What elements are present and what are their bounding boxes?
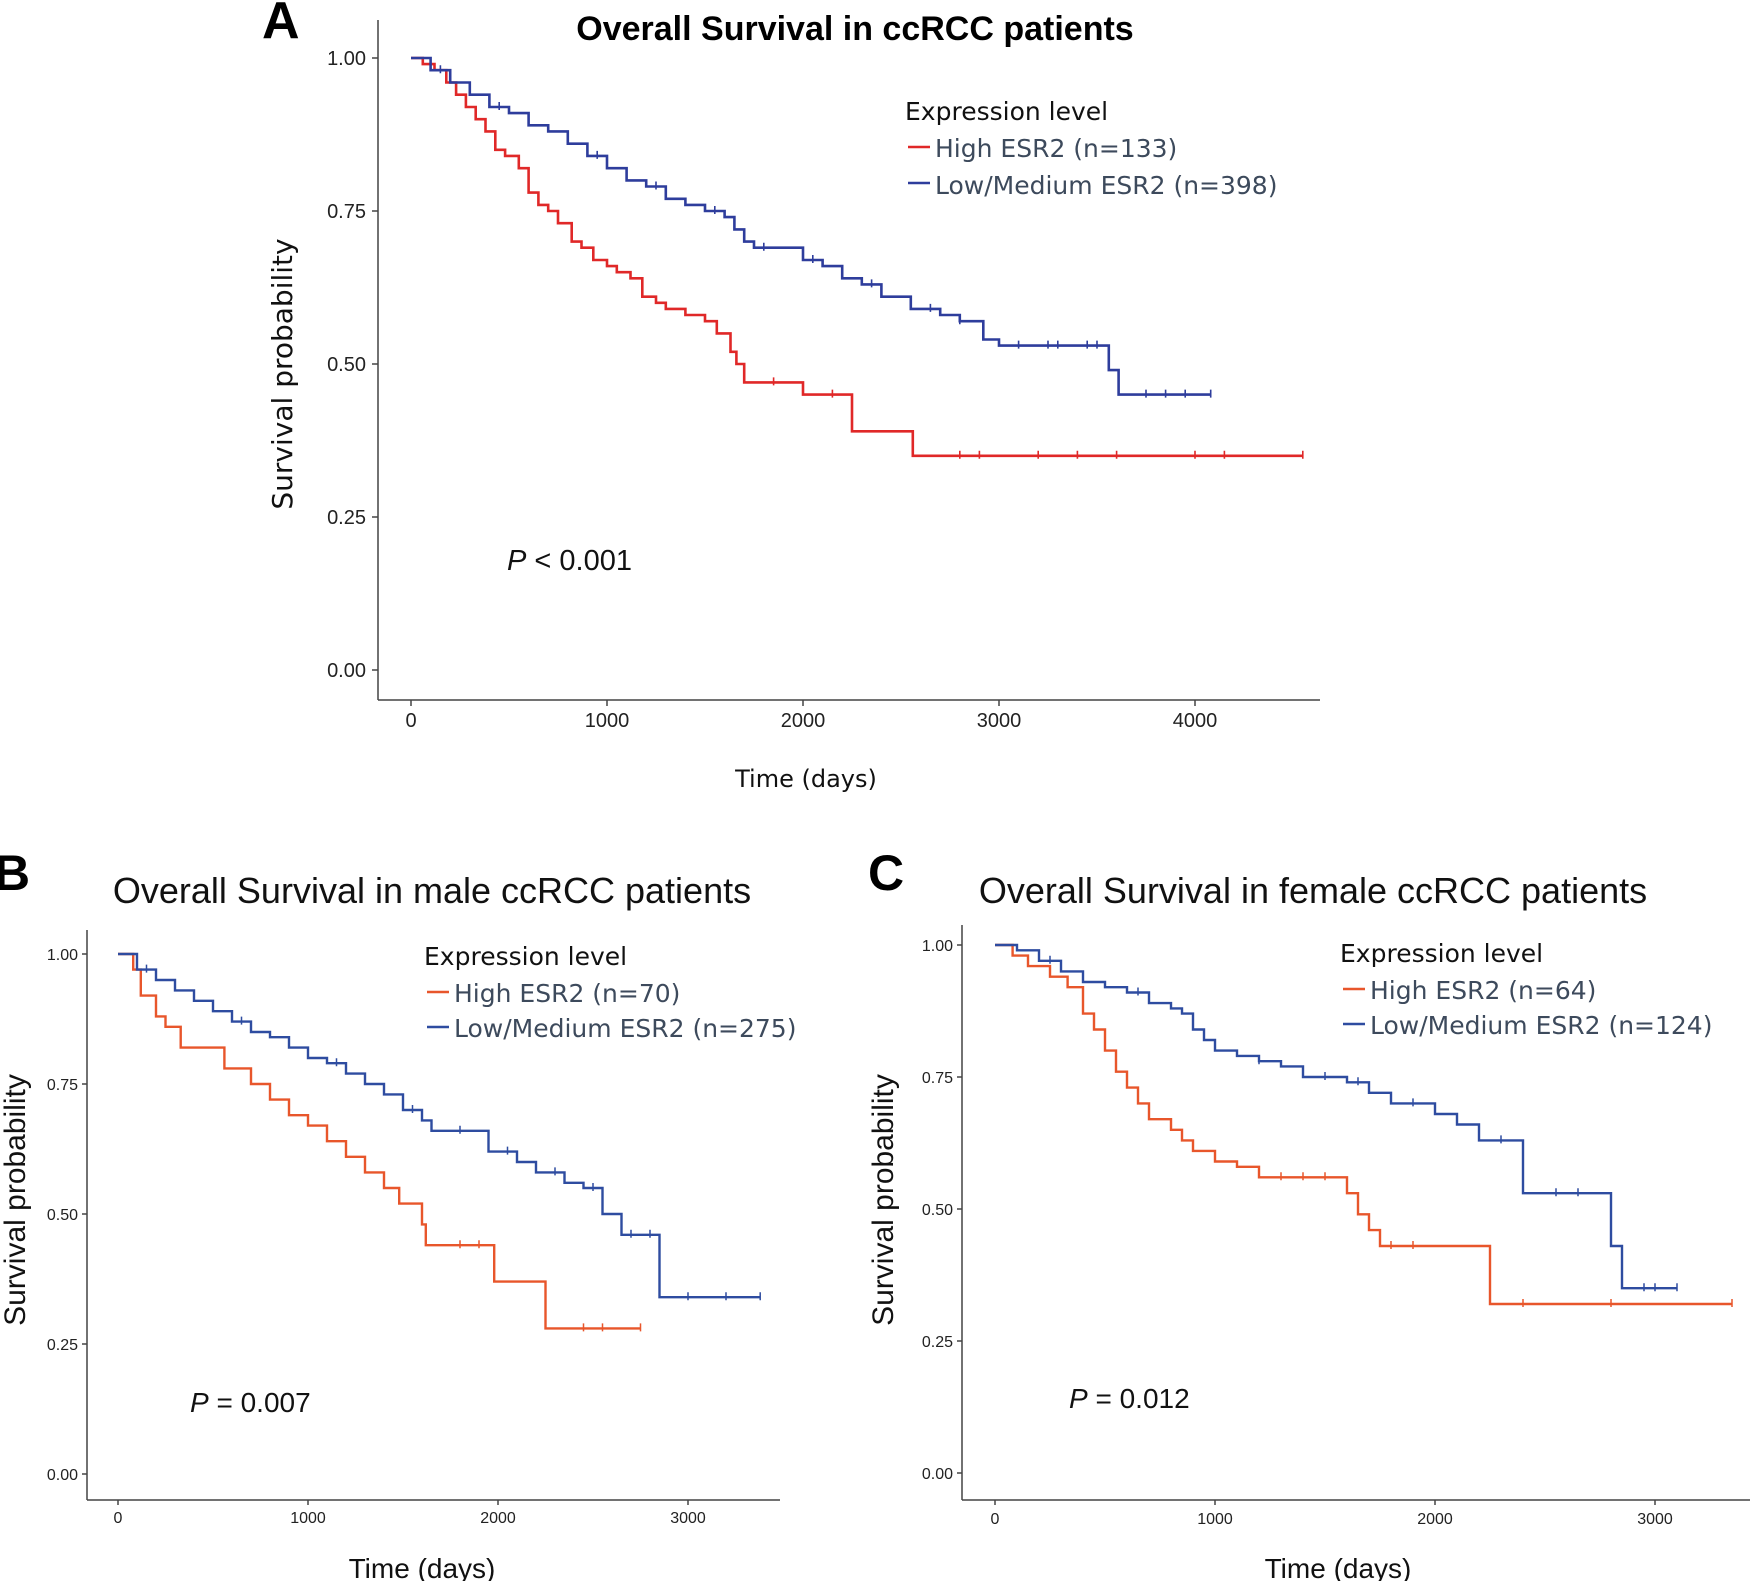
panel-c-y-tick-labels: 1.00 0.75 0.50 0.25 0.00 — [922, 938, 953, 1483]
panel-a-xtick-label: 1000 — [585, 710, 630, 732]
panel-c-ytick-label: 1.00 — [922, 938, 953, 955]
panel-c-title: Overall Survival in female ccRCC patient… — [979, 870, 1647, 911]
panel-a-low-medium-esr2-curve — [411, 56, 1211, 396]
panel-b-x-ticks — [117, 1500, 689, 1505]
panel-c-xtick-label: 3000 — [1637, 1511, 1673, 1528]
panel-a-p-symbol: P — [507, 545, 527, 577]
panel-c-low-medium-esr2-censor-marks — [1049, 955, 1678, 1292]
panel-letter-a: A — [262, 0, 300, 50]
panel-c-y-axis-label: Survival probability — [867, 1074, 900, 1326]
panel-a-y-ticks — [372, 57, 378, 671]
panel-b-xtick-label: 3000 — [670, 1510, 706, 1527]
panel-c-p-value: P = 0.012 — [1069, 1383, 1190, 1414]
panel-b-xtick-label: 0 — [114, 1510, 123, 1527]
panel-b-title: Overall Survival in male ccRCC patients — [113, 870, 751, 911]
panel-b-ytick-label: 0.75 — [47, 1077, 78, 1094]
panel-a-ytick-label: 0.00 — [327, 660, 366, 682]
panel-b: B Overall Survival in male ccRCC patient… — [0, 845, 796, 1581]
panel-a-title: Overall Survival in ccRCC patients — [576, 10, 1133, 48]
panel-b-ytick-label: 0.50 — [47, 1207, 78, 1224]
panel-a-x-tick-labels: 0 1000 2000 3000 4000 — [405, 710, 1217, 732]
panel-c-ytick-label: 0.75 — [922, 1070, 953, 1087]
panel-a-ytick-label: 0.75 — [327, 201, 366, 223]
panel-a-x-axis-label: Time (days) — [734, 765, 877, 793]
panel-c-legend-label-high: High ESR2 (n=64) — [1370, 976, 1596, 1005]
panel-a-y-tick-labels: 1.00 0.75 0.50 0.25 0.00 — [327, 48, 366, 682]
panel-c-high-esr2-curve — [995, 943, 1732, 1306]
panel-a-legend-title: Expression level — [905, 97, 1108, 126]
panel-c-x-tick-labels: 0 1000 2000 3000 — [991, 1511, 1673, 1528]
panel-b-ytick-label: 0.00 — [47, 1467, 78, 1484]
panel-b-legend-label-low: Low/Medium ESR2 (n=275) — [454, 1014, 796, 1043]
panel-c-x-axis-label: Time (days) — [1265, 1553, 1412, 1581]
panel-b-ytick-label: 1.00 — [47, 947, 78, 964]
panel-c-legend-title: Expression level — [1340, 939, 1543, 968]
panel-b-legend: Expression level High ESR2 (n=70) Low/Me… — [424, 942, 796, 1043]
panel-c-legend: Expression level High ESR2 (n=64) Low/Me… — [1340, 939, 1712, 1040]
panel-letter-c: C — [868, 845, 904, 901]
panel-a-y-axis-label: Survival probability — [266, 238, 299, 509]
panel-c-xtick-label: 0 — [991, 1511, 1000, 1528]
panel-a-p-text: < 0.001 — [526, 545, 632, 577]
panel-b-low-medium-esr2-curve — [118, 952, 761, 1299]
panel-letter-b: B — [0, 845, 30, 901]
panel-a-legend-label-high: High ESR2 (n=133) — [935, 134, 1177, 163]
panel-a-high-esr2-censor-marks — [772, 377, 1304, 459]
panel-b-y-axis-label: Survival probability — [0, 1074, 32, 1326]
panel-b-x-axis-label: Time (days) — [349, 1553, 496, 1581]
panel-a-p-value: P < 0.001 — [507, 545, 632, 577]
panel-b-axes — [86, 930, 780, 1501]
panel-b-xtick-label: 1000 — [290, 1510, 326, 1527]
panel-b-p-text: = 0.007 — [209, 1387, 311, 1418]
panel-c-p-text: = 0.012 — [1088, 1383, 1190, 1414]
panel-a-xtick-label: 4000 — [1173, 710, 1218, 732]
panel-a: A Overall Survival in ccRCC patients 1.0… — [262, 0, 1320, 793]
panel-b-legend-title: Expression level — [424, 942, 627, 971]
panel-c-x-ticks — [994, 1500, 1656, 1505]
panel-b-x-tick-labels: 0 1000 2000 3000 — [114, 1510, 706, 1527]
panel-c-ytick-label: 0.50 — [922, 1202, 953, 1219]
panel-b-ytick-label: 0.25 — [47, 1337, 78, 1354]
panel-b-y-ticks — [82, 953, 87, 1475]
panel-b-high-esr2-censor-marks — [459, 1240, 642, 1332]
panel-a-legend: Expression level High ESR2 (n=133) Low/M… — [905, 97, 1277, 200]
panel-b-curves — [118, 952, 761, 1332]
panel-a-xtick-label: 0 — [405, 710, 416, 732]
panel-c-p-symbol: P — [1069, 1383, 1088, 1414]
panel-b-low-medium-esr2-censor-marks — [145, 964, 761, 1301]
panel-b-p-value: P = 0.007 — [190, 1387, 311, 1418]
panel-c-y-ticks — [957, 944, 962, 1474]
panel-b-high-esr2-curve — [118, 952, 641, 1330]
panel-a-curves — [411, 56, 1304, 459]
panel-b-legend-label-high: High ESR2 (n=70) — [454, 979, 680, 1008]
panel-a-low-medium-esr2-censor-marks — [439, 65, 1212, 398]
panel-a-legend-label-low: Low/Medium ESR2 (n=398) — [935, 171, 1277, 200]
panel-c: C Overall Survival in female ccRCC patie… — [867, 845, 1750, 1581]
panel-c-legend-label-low: Low/Medium ESR2 (n=124) — [1370, 1011, 1712, 1040]
panel-a-ytick-label: 0.50 — [327, 354, 366, 376]
panel-b-xtick-label: 2000 — [480, 1510, 516, 1527]
panel-c-ytick-label: 0.25 — [922, 1334, 953, 1351]
panel-a-ytick-label: 1.00 — [327, 48, 366, 70]
panel-a-xtick-label: 3000 — [977, 710, 1022, 732]
panel-a-ytick-label: 0.25 — [327, 507, 366, 529]
panel-c-high-esr2-censor-marks — [1280, 1172, 1733, 1307]
panel-c-ytick-label: 0.00 — [922, 1466, 953, 1483]
panel-a-xtick-label: 2000 — [781, 710, 826, 732]
panel-b-p-symbol: P — [190, 1387, 209, 1418]
panel-a-axes — [377, 20, 1320, 701]
panel-c-xtick-label: 2000 — [1417, 1511, 1453, 1528]
panel-b-y-tick-labels: 1.00 0.75 0.50 0.25 0.00 — [47, 947, 78, 1484]
panel-a-x-ticks — [410, 700, 1196, 706]
panel-c-xtick-label: 1000 — [1197, 1511, 1233, 1528]
panel-c-curves — [995, 943, 1733, 1307]
panel-c-axes — [961, 925, 1750, 1501]
panel-a-high-esr2-curve — [411, 56, 1303, 458]
